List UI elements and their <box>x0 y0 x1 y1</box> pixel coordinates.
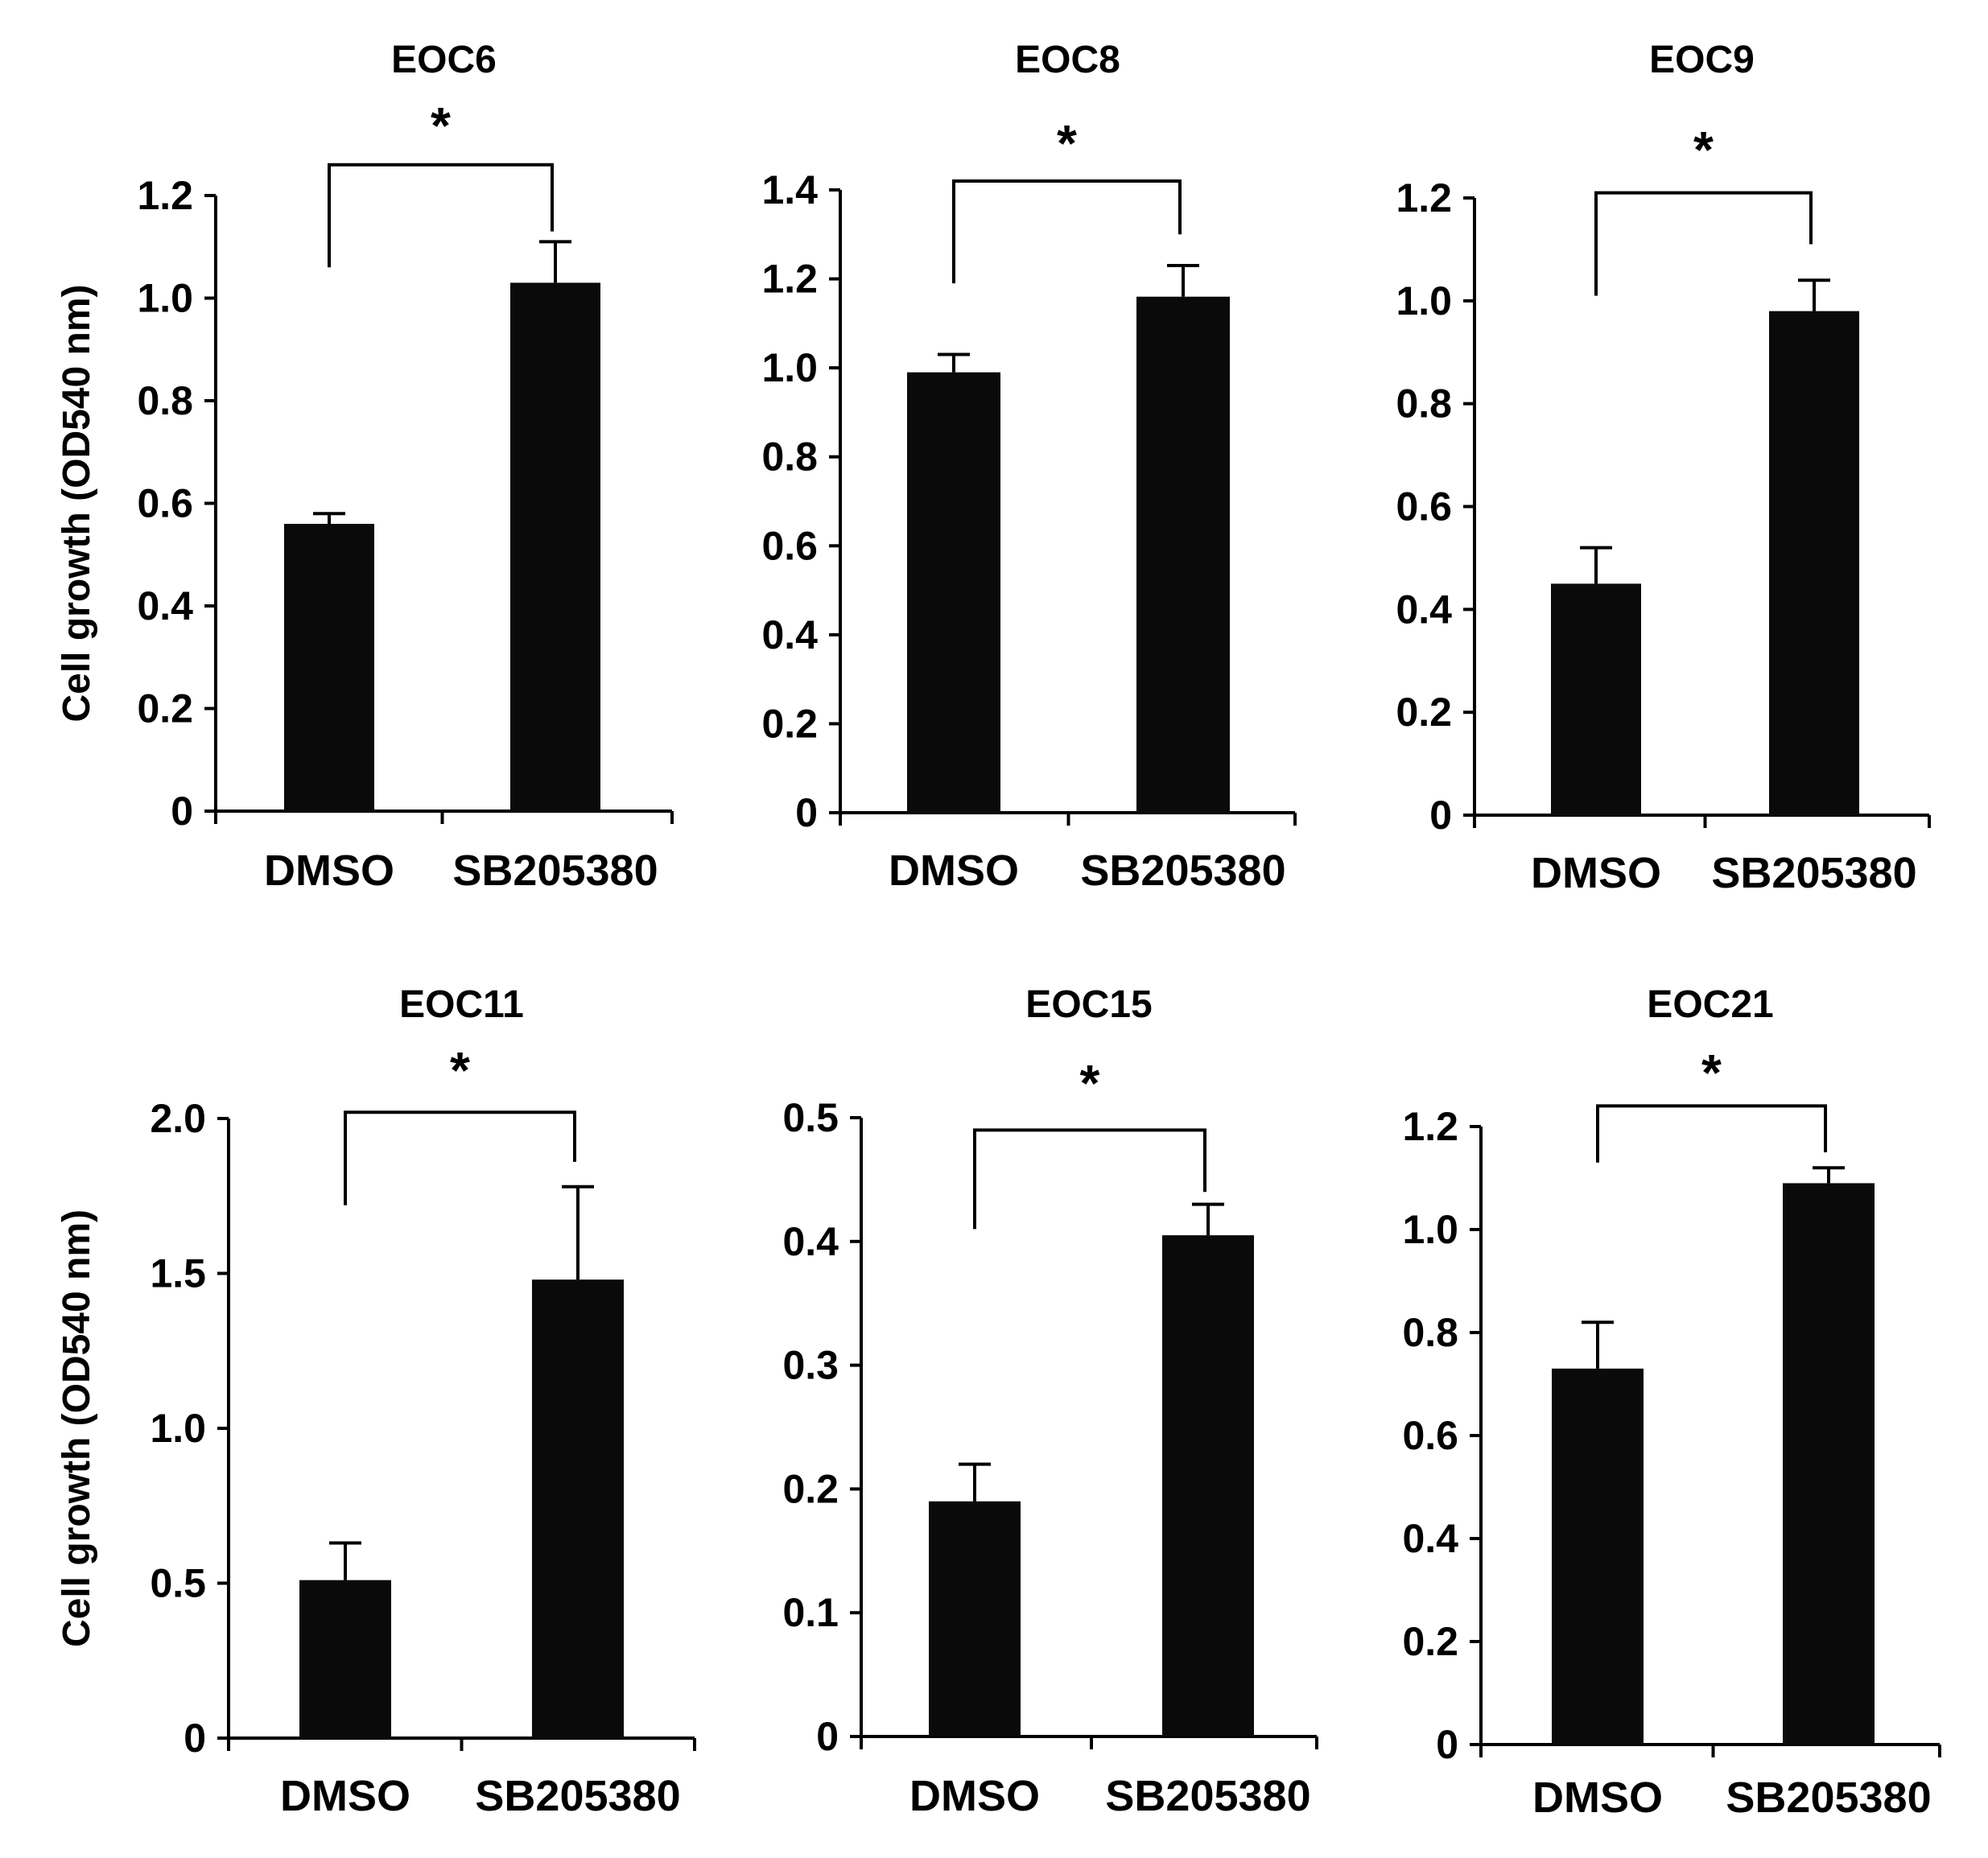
bar-dmso <box>907 372 1000 814</box>
y-tick-label: 0.8 <box>1402 1310 1458 1355</box>
bar-dmso <box>284 524 374 811</box>
chart-panel-eoc21: EOC21 0 0.2 0.4 0.6 0.8 1.0 1.2 DMSO SB205380 * <box>1402 983 1941 1822</box>
y-tick-label: 0.6 <box>1402 1413 1458 1458</box>
y-tick-label: 1.0 <box>1402 1207 1458 1252</box>
chart-title: EOC9 <box>1649 39 1755 81</box>
x-tick-label: DMSO <box>1531 849 1661 897</box>
y-tick-label: 0.4 <box>782 1219 839 1264</box>
y-tick-label: 1.0 <box>1396 278 1452 323</box>
x-tick-label: SB205380 <box>1080 847 1285 895</box>
x-tick-label: SB205380 <box>452 847 658 895</box>
y-tick-label: 0.3 <box>782 1343 839 1388</box>
y-tick-label: 0 <box>816 1714 839 1759</box>
y-tick-label: 0.4 <box>137 583 193 628</box>
y-tick-label: 1.2 <box>137 173 193 218</box>
significance-marker: * <box>1057 114 1077 172</box>
x-tick-label: DMSO <box>1532 1774 1663 1822</box>
y-tick-label: 0.4 <box>1402 1516 1458 1561</box>
y-tick-label: 1.0 <box>761 345 818 390</box>
bar-sb205380 <box>1162 1235 1254 1736</box>
y-axis-label: Cell growth (OD540 nm) <box>56 1209 98 1647</box>
y-tick-label: 0.5 <box>150 1561 206 1606</box>
y-tick-label: 0.5 <box>782 1095 839 1140</box>
x-tick-label: SB205380 <box>1105 1772 1310 1820</box>
x-tick-label: SB205380 <box>1711 849 1916 897</box>
chart-panel-eoc6: EOC6 Cell growth (OD540 nm) 0 0.2 0.4 0.6 0.8 1… <box>56 39 674 895</box>
bar-sb205380 <box>532 1279 624 1738</box>
y-tick-label: 0.2 <box>782 1466 839 1511</box>
chart-panel-eoc15: EOC15 0 0.1 0.2 0.3 0.4 0.5 DMSO SB205380 * <box>782 983 1318 1820</box>
y-tick-label: 0 <box>184 1716 206 1761</box>
chart-title: EOC15 <box>1025 983 1152 1026</box>
y-tick-label: 0.6 <box>137 481 193 526</box>
y-tick-label: 1.2 <box>1396 175 1452 220</box>
chart-title: EOC11 <box>399 983 524 1026</box>
y-tick-label: 0.2 <box>761 701 818 746</box>
bar-sb205380 <box>1783 1183 1875 1745</box>
y-tick-label: 0.2 <box>137 686 193 731</box>
y-tick-label: 0 <box>171 789 193 834</box>
y-tick-label: 1.5 <box>150 1251 206 1296</box>
significance-bracket <box>952 179 1182 284</box>
significance-marker: * <box>450 1041 470 1099</box>
bar-dmso <box>929 1501 1021 1736</box>
bar-dmso <box>1551 583 1641 815</box>
y-tick-label: 0.4 <box>1396 587 1452 632</box>
y-tick-label: 1.4 <box>761 167 818 212</box>
significance-marker: * <box>1080 1054 1100 1112</box>
chart-title: EOC6 <box>391 39 497 81</box>
significance-bracket <box>973 1128 1206 1230</box>
y-tick-label: 0.2 <box>1402 1619 1458 1664</box>
y-tick-label: 1.2 <box>761 257 818 302</box>
significance-bracket <box>344 1110 576 1205</box>
y-tick-label: 1.0 <box>150 1406 206 1451</box>
bar-sb205380 <box>1136 296 1230 814</box>
x-tick-label: SB205380 <box>475 1772 680 1820</box>
chart-panel-eoc8: EOC8 0 0.2 0.4 0.6 0.8 1.0 1.2 1.4 DMSO SB205380 * <box>761 39 1297 895</box>
chart-panel-eoc11: EOC11 Cell growth (OD540 nm) 0 0.5 1.0 1.5 2.0… <box>56 983 696 1820</box>
y-axis-label: Cell growth (OD540 nm) <box>56 284 98 722</box>
significance-marker: * <box>1693 121 1714 179</box>
bar-sb205380 <box>510 282 600 811</box>
y-tick-label: 0.8 <box>1396 381 1452 426</box>
y-tick-label: 0.8 <box>761 435 818 480</box>
significance-bracket <box>1596 1104 1827 1163</box>
y-tick-label: 0.2 <box>1396 690 1452 735</box>
chart-title: EOC8 <box>1015 39 1120 81</box>
x-tick-label: DMSO <box>909 1772 1040 1820</box>
chart-title: EOC21 <box>1647 983 1773 1026</box>
significance-bracket <box>1594 191 1813 296</box>
y-tick-label: 0 <box>1436 1722 1458 1767</box>
y-tick-label: 0.6 <box>761 523 818 568</box>
y-tick-label: 0.4 <box>761 612 818 657</box>
y-tick-label: 0.8 <box>137 378 193 423</box>
x-tick-label: SB205380 <box>1726 1774 1931 1822</box>
bar-sb205380 <box>1769 311 1859 815</box>
chart-panel-eoc9: EOC9 0 0.2 0.4 0.6 0.8 1.0 1.2 DMSO SB205380 * <box>1396 39 1931 897</box>
y-tick-label: 0.1 <box>782 1590 839 1635</box>
y-tick-label: 1.2 <box>1402 1104 1458 1149</box>
x-tick-label: DMSO <box>280 1772 410 1820</box>
x-tick-label: DMSO <box>264 847 394 895</box>
y-tick-label: 0.6 <box>1396 484 1452 529</box>
significance-bracket <box>328 163 554 268</box>
y-tick-label: 0 <box>795 790 818 835</box>
significance-marker: * <box>431 97 451 154</box>
y-tick-label: 2.0 <box>150 1096 206 1141</box>
y-tick-label: 1.0 <box>137 276 193 321</box>
x-tick-label: DMSO <box>889 847 1019 895</box>
bar-dmso <box>299 1580 391 1738</box>
significance-marker: * <box>1701 1044 1722 1102</box>
bar-dmso <box>1552 1368 1644 1745</box>
y-tick-label: 0 <box>1429 793 1452 838</box>
